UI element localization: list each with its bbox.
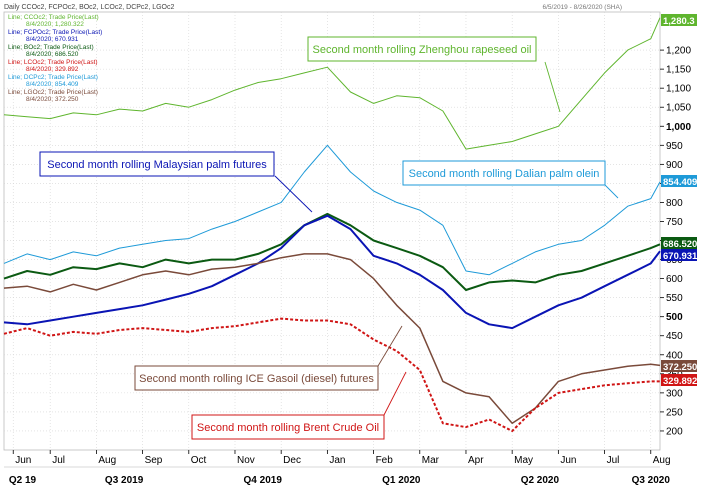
annotation-box-rapeseed — [307, 36, 537, 62]
legend-entry-line2: 8/4/2020; 670.931 — [26, 36, 79, 43]
value-badge-text: 1,280.3 — [663, 16, 695, 27]
x-month-label: May — [514, 455, 533, 466]
x-month-label: Dec — [283, 455, 301, 466]
legend-entry-line2: 8/4/2020; 372.250 — [26, 96, 79, 103]
legend-entry-line1: Line; FCPOc2; Trade Price(Last) — [8, 29, 102, 36]
annotation-leader-brent — [383, 371, 407, 416]
value-badge — [661, 175, 697, 187]
x-month-label: Aug — [98, 455, 116, 466]
legend-layer: Line; CCOc2; Trade Price(Last)8/4/2020; … — [8, 14, 102, 103]
y-tick-label: 1,200 — [666, 46, 691, 57]
series-line-palm_bo — [3, 212, 661, 291]
annotation-text-rapeseed: Second month rolling Zhenghou rapeseed o… — [313, 44, 532, 56]
annotation-leader-gasoil — [377, 325, 403, 367]
value-badge-text: 854.409 — [663, 177, 697, 188]
annotation-box-brent — [191, 414, 385, 440]
x-month-label: Nov — [237, 455, 255, 466]
annotation-box-gasoil — [134, 365, 379, 391]
y-tick-label: 600 — [666, 274, 683, 285]
x-month-label: Mar — [422, 455, 440, 466]
y-tick-label: 450 — [666, 331, 683, 342]
chart-header-left: Daily CCOc2, FCPOc2, BOc2, LCOc2, DCPc2,… — [4, 4, 174, 11]
legend-entry-line1: Line; DCPc2; Trade Price(Last) — [8, 74, 98, 81]
annotation-leader-rapeseed — [544, 61, 561, 113]
x-month-label: Jun — [560, 455, 576, 466]
legend-entry-line2: 8/4/2020; 329.892 — [26, 66, 79, 73]
series-line-rapeseed — [3, 17, 661, 150]
x-month-label: Jul — [607, 455, 620, 466]
y-tick-label: 1,150 — [666, 65, 691, 76]
y-tick-label: 250 — [666, 407, 683, 418]
series-line-gasoil — [3, 253, 661, 425]
grid-layer — [3, 11, 661, 451]
legend-entry-line2: 8/4/2020; 686.520 — [26, 51, 79, 58]
x-month-label: Sep — [145, 455, 163, 466]
y-tick-label: 400 — [666, 350, 683, 361]
value-badge-text: 670.931 — [663, 251, 698, 262]
y-tick-label: 1,050 — [666, 103, 691, 114]
legend-entry-line1: Line; LGOc2; Trade Price(Last) — [8, 89, 98, 96]
y-tick-label: 950 — [666, 141, 683, 152]
x-month-label: Jun — [15, 455, 31, 466]
value-badge-text: 329.892 — [663, 376, 697, 387]
plot-frame — [3, 11, 661, 451]
chart-header-right: 6/5/2019 - 8/26/2020 (SHA) — [543, 4, 623, 11]
value-badge — [661, 360, 697, 372]
legend-entry-line2: 8/4/2020; 1,280.322 — [26, 21, 84, 28]
y-tick-label: 1,000 — [666, 122, 691, 133]
x-month-label: Apr — [468, 455, 484, 466]
series-line-palm — [3, 214, 661, 330]
x-quarter-label: Q3 2020 — [632, 475, 671, 486]
annotation-layer: Second month rolling Zhenghou rapeseed o… — [39, 36, 619, 440]
annotation-box-olein — [402, 160, 606, 186]
value-badge-text: 686.520 — [663, 239, 697, 250]
x-month-label: Feb — [376, 455, 394, 466]
value-badge — [661, 249, 697, 261]
annotation-leader-olein — [603, 183, 619, 199]
x-month-label: Jul — [52, 455, 65, 466]
value-badge — [661, 14, 697, 26]
annotation-text-gasoil: Second month rolling ICE Gasoil (diesel)… — [139, 373, 374, 385]
x-month-label: Jan — [329, 455, 345, 466]
y-tick-label: 900 — [666, 160, 683, 171]
series-line-olein — [3, 144, 661, 276]
value-badge — [661, 237, 697, 249]
value-badge-text: 372.250 — [663, 362, 697, 373]
annotation-box-palm — [39, 151, 275, 177]
x-quarter-label: Q2 19 — [9, 475, 37, 486]
annotation-text-olein: Second month rolling Dalian palm olein — [409, 168, 600, 180]
series-layer — [3, 17, 661, 432]
x-quarter-label: Q1 2020 — [382, 475, 421, 486]
x-quarter-label: Q2 2020 — [521, 475, 560, 486]
x-month-label: Oct — [191, 455, 207, 466]
y-tick-label: 750 — [666, 217, 683, 228]
legend-entry-line2: 8/4/2020; 854.409 — [26, 81, 79, 88]
legend-entry-line1: Line; CCOc2; Trade Price(Last) — [8, 14, 99, 21]
legend-entry-line1: Line; BOc2; Trade Price(Last) — [8, 44, 94, 51]
y-tick-label: 300 — [666, 388, 683, 399]
y-tick-label: 1,100 — [666, 84, 691, 95]
value-badge — [661, 374, 697, 386]
legend-entry-line1: Line; LCOc2; Trade Price(Last) — [8, 59, 98, 66]
x-month-label: Aug — [653, 455, 671, 466]
x-quarter-label: Q4 2019 — [244, 475, 283, 486]
y-tick-label: 500 — [666, 312, 683, 323]
y-tick-label: 800 — [666, 198, 683, 209]
y-tick-label: 550 — [666, 293, 683, 304]
x-quarter-label: Q3 2019 — [105, 475, 144, 486]
axis-layer: 2002503003504004505005506006507007508008… — [4, 46, 691, 486]
annotation-text-palm: Second month rolling Malaysian palm futu… — [47, 159, 267, 171]
annotation-text-brent: Second month rolling Brent Crude Oil — [197, 422, 379, 434]
annotation-leader-palm — [274, 175, 313, 213]
y-tick-label: 200 — [666, 426, 683, 437]
